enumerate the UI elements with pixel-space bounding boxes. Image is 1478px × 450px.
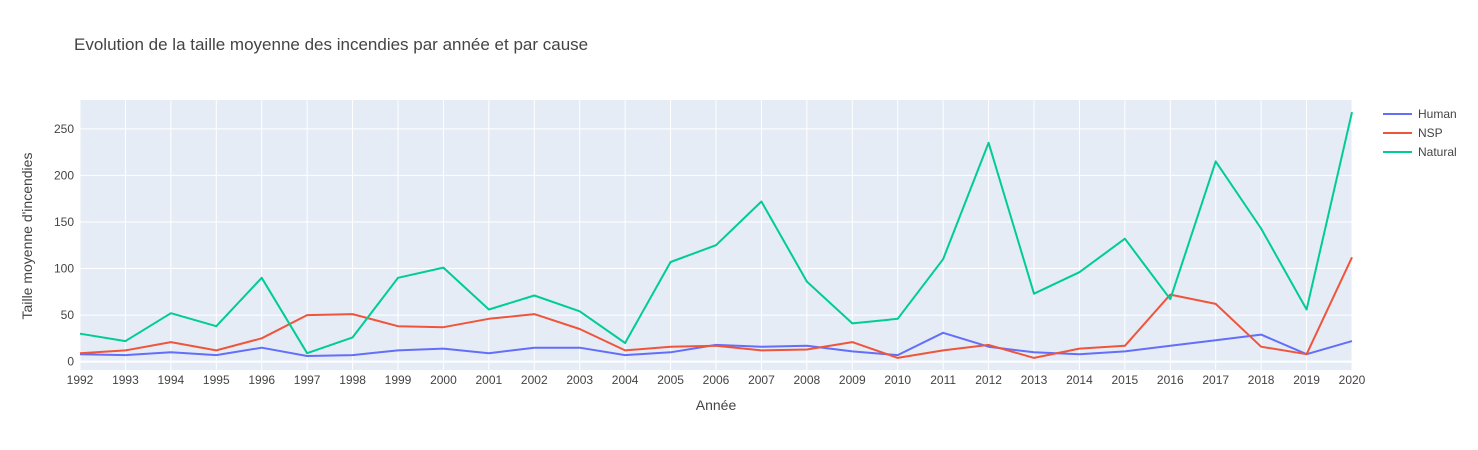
x-tick-label: 2014 <box>1066 373 1093 387</box>
y-tick-label: 0 <box>67 355 74 369</box>
x-tick-label: 2003 <box>566 373 593 387</box>
x-tick-label: 2004 <box>612 373 639 387</box>
y-axis-label: Taille moyenne d'incendies <box>19 153 35 320</box>
x-tick-label: 2008 <box>794 373 821 387</box>
y-tick-label: 250 <box>54 122 74 136</box>
legend[interactable]: Human NSP Natural <box>1383 107 1457 159</box>
x-tick-label: 2009 <box>839 373 866 387</box>
series-lines <box>79 111 1353 359</box>
x-tick-label: 2001 <box>476 373 503 387</box>
x-tick-label: 1993 <box>112 373 139 387</box>
x-tick-label: 2020 <box>1339 373 1366 387</box>
x-tick-label: 2010 <box>884 373 911 387</box>
x-tick-label: 2002 <box>521 373 548 387</box>
x-tick-label: 2000 <box>430 373 457 387</box>
legend-label: Human <box>1418 107 1457 121</box>
y-tick-label: 50 <box>61 308 75 322</box>
x-tick-label: 1997 <box>294 373 321 387</box>
y-tick-label: 100 <box>54 262 74 276</box>
legend-label: NSP <box>1418 126 1443 140</box>
legend-item-nsp[interactable]: NSP <box>1383 126 1443 140</box>
x-tick-label: 2018 <box>1248 373 1275 387</box>
legend-item-human[interactable]: Human <box>1383 107 1457 121</box>
series-line-natural <box>79 111 1353 355</box>
x-tick-labels: 1992 1993 1994 1995 1996 1997 1998 1999 2000 2001… <box>67 373 1366 387</box>
legend-item-natural[interactable]: Natural <box>1383 145 1457 159</box>
series-line-nsp <box>79 256 1353 359</box>
x-tick-label: 2005 <box>657 373 684 387</box>
x-tick-label: 1998 <box>339 373 366 387</box>
chart-title: Evolution de la taille moyenne des incen… <box>74 35 588 54</box>
x-gridlines <box>79 100 1353 370</box>
y-tick-labels: 0 50 100 150 200 250 <box>54 122 74 369</box>
y-tick-label: 200 <box>54 168 74 182</box>
legend-label: Natural <box>1418 145 1457 159</box>
x-tick-label: 2013 <box>1021 373 1048 387</box>
x-tick-label: 2017 <box>1202 373 1229 387</box>
x-tick-label: 1999 <box>385 373 412 387</box>
x-axis-label: Année <box>696 397 737 413</box>
x-tick-label: 1995 <box>203 373 230 387</box>
x-tick-label: 1992 <box>67 373 94 387</box>
x-tick-label: 2012 <box>975 373 1002 387</box>
x-tick-label: 2007 <box>748 373 775 387</box>
y-tick-label: 150 <box>54 215 74 229</box>
x-tick-label: 1996 <box>248 373 275 387</box>
x-tick-label: 2011 <box>930 373 956 387</box>
x-tick-label: 1994 <box>158 373 185 387</box>
x-tick-label: 2006 <box>703 373 730 387</box>
x-tick-label: 2016 <box>1157 373 1184 387</box>
x-tick-label: 2019 <box>1293 373 1320 387</box>
x-tick-label: 2015 <box>1112 373 1139 387</box>
